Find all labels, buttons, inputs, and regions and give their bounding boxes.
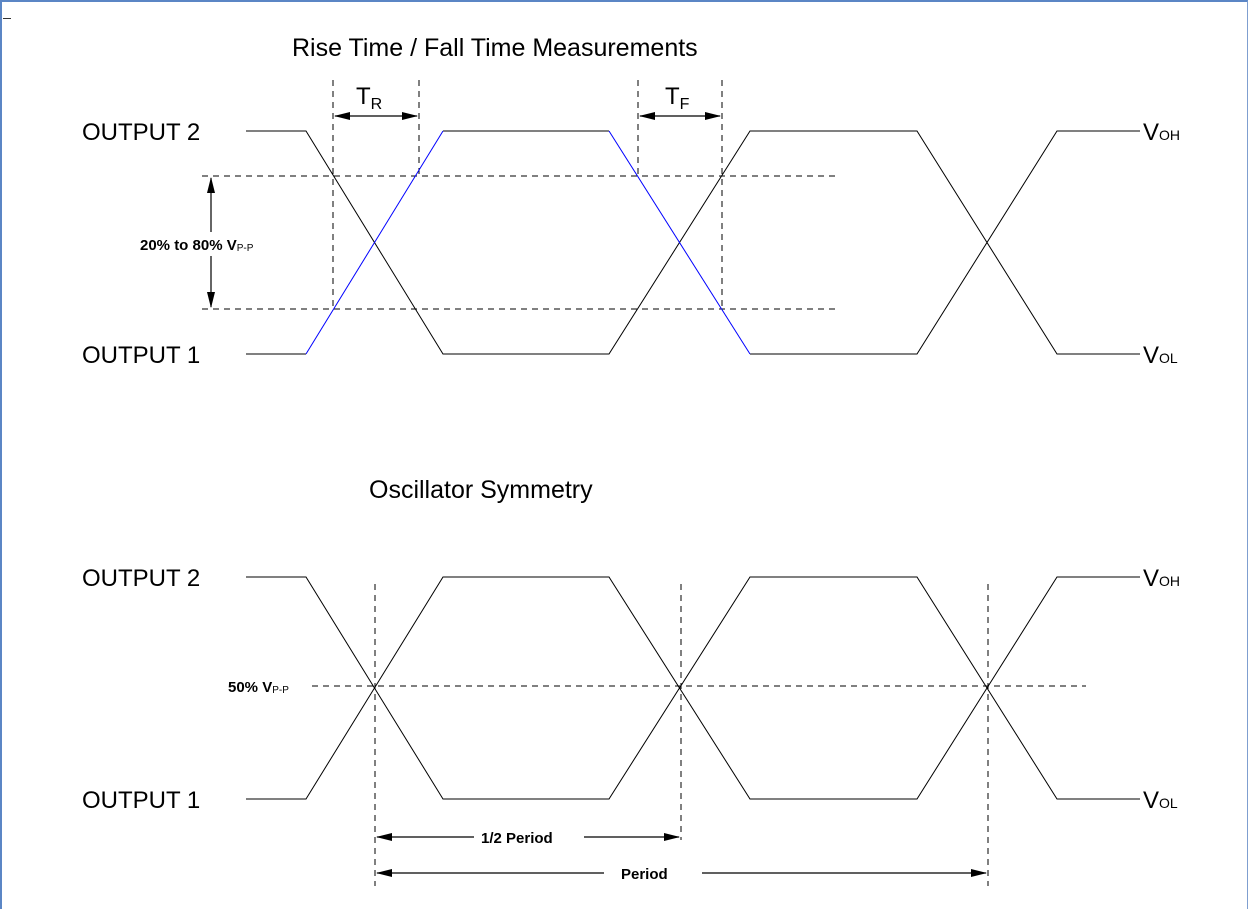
corner-mark — [3, 18, 11, 19]
tr-label: TR — [356, 83, 382, 113]
period-bg — [604, 861, 702, 885]
output2-label: OUTPUT 2 — [82, 119, 200, 146]
output2-label-2: OUTPUT 2 — [82, 565, 200, 592]
vol-label: VOL — [1143, 342, 1178, 369]
symmetry-title: Oscillator Symmetry — [369, 476, 593, 504]
rise-fall-diagram: Rise Time / Fall Time Measurements TR TF… — [82, 34, 1180, 369]
rise-fall-title: Rise Time / Fall Time Measurements — [292, 34, 698, 62]
falling-edge-highlight — [608, 130, 751, 355]
output1-waveform-2 — [246, 576, 1140, 800]
rising-edge-highlight — [305, 130, 444, 355]
tf-label: TF — [665, 83, 690, 113]
mid-label: 50% VP-P — [228, 679, 289, 696]
output2-waveform — [246, 130, 1140, 355]
voh-label-2: VOH — [1143, 565, 1180, 592]
half-period-label: 1/2 Period — [481, 830, 553, 847]
range-label: 20% to 80% VP-P — [140, 237, 254, 254]
voh-label: VOH — [1143, 119, 1180, 146]
period-label: Period — [621, 866, 668, 883]
symmetry-diagram: Oscillator Symmetry 1/2 Period Period 50… — [82, 476, 1180, 886]
half-period-bg — [474, 825, 584, 849]
range-label-bg — [138, 232, 300, 256]
output1-label: OUTPUT 1 — [82, 342, 200, 369]
output2-waveform-2 — [246, 576, 1140, 800]
output1-waveform-tail — [750, 130, 1140, 355]
output1-label-2: OUTPUT 1 — [82, 787, 200, 814]
vol-label-2: VOL — [1143, 787, 1178, 814]
